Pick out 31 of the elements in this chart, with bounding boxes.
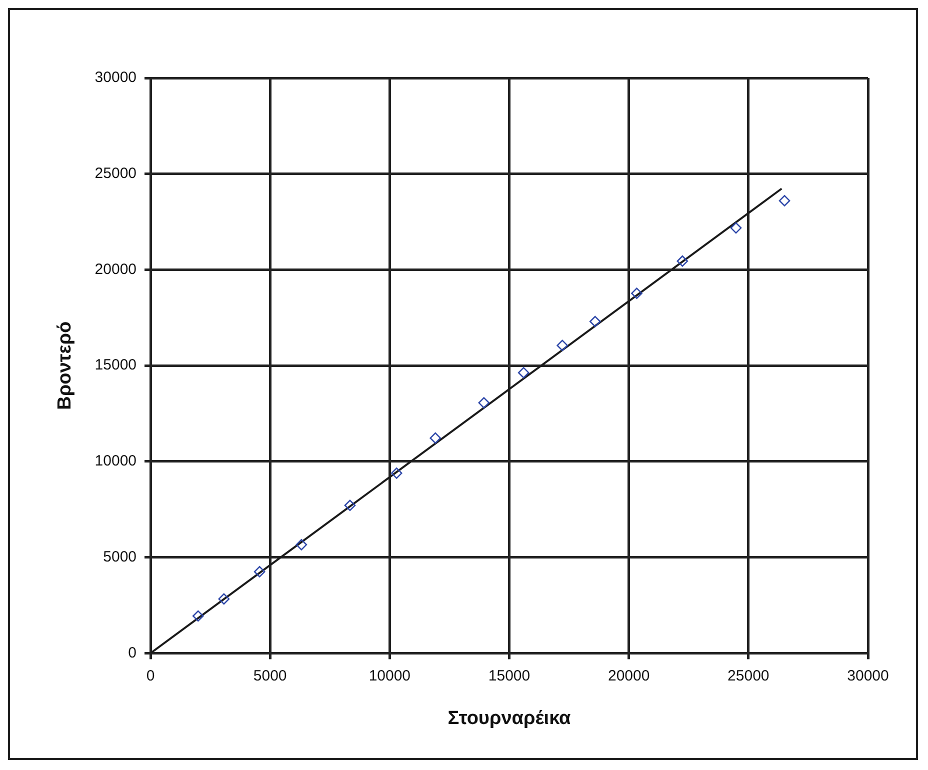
point [631, 288, 642, 299]
point [589, 316, 601, 328]
x-tick-label: 10000 [368, 667, 411, 684]
point [390, 468, 402, 479]
point [430, 432, 442, 444]
point [254, 566, 266, 578]
point [192, 610, 204, 622]
y-tick-label: 20000 [94, 260, 137, 278]
x-tick-label: 25000 [728, 667, 770, 684]
y-axis-title: Βροντερό [54, 321, 76, 410]
y-tick-label: 30000 [94, 69, 137, 86]
x-tick-label: 15000 [488, 667, 530, 684]
y-tick-label: 0 [128, 644, 137, 662]
y-tick-label: 25000 [94, 165, 137, 182]
x-tick-label: 30000 [847, 667, 889, 684]
point [778, 195, 790, 206]
point [218, 593, 230, 605]
point [518, 367, 530, 378]
point [730, 222, 742, 234]
point [344, 500, 356, 512]
point [676, 255, 688, 267]
point [556, 340, 568, 352]
point [478, 397, 490, 408]
x-tick-label: 20000 [608, 667, 650, 684]
x-axis-title: Στουρναρέικα [448, 708, 572, 729]
y-tick-label: 10000 [94, 452, 137, 470]
x-tick-label: 5000 [253, 667, 287, 684]
x-tick-label: 0 [146, 667, 155, 684]
point [296, 539, 308, 550]
y-tick-label: 5000 [103, 548, 137, 566]
y-tick-label: 15000 [94, 356, 137, 374]
